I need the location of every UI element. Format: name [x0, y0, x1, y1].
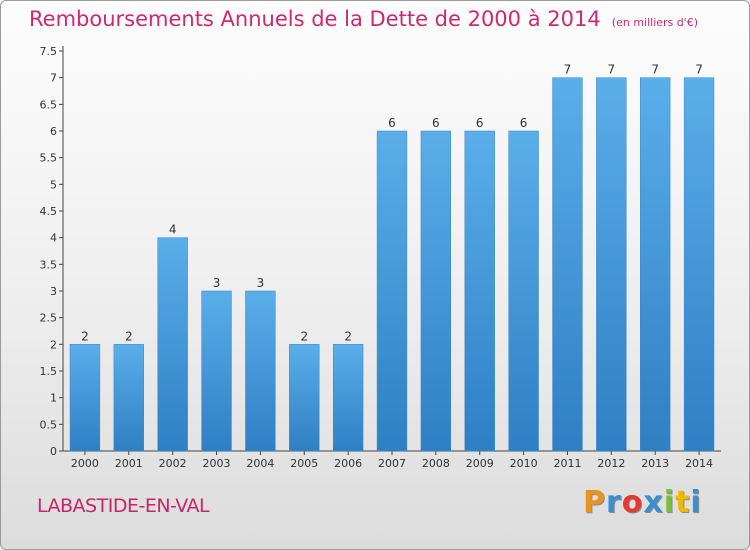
chart-title-main: Remboursements Annuels de la Dette de 20…	[29, 7, 601, 31]
y-tick-label: 6.5	[40, 98, 58, 111]
x-tick-label: 2005	[290, 457, 318, 470]
logo-letter: i	[690, 485, 702, 520]
bar	[69, 344, 101, 452]
y-tick-label: 5.5	[40, 152, 58, 165]
y-tick-label: 0	[50, 445, 57, 458]
x-tick-label: 2011	[553, 457, 581, 470]
bar	[245, 290, 276, 452]
bar-value-label: 7	[564, 63, 572, 77]
chart-title: Remboursements Annuels de la Dette de 20…	[29, 7, 698, 31]
place-name: LABASTIDE-EN-VAL	[37, 495, 210, 517]
bar-value-label: 7	[608, 63, 616, 77]
y-tick-label: 7	[50, 72, 57, 85]
bar-value-label: 3	[257, 276, 265, 290]
y-tick-label: 0.5	[40, 418, 58, 431]
y-tick-label: 6	[50, 125, 57, 138]
proxiti-logo: Proxiti	[583, 485, 702, 520]
bar	[596, 77, 627, 452]
x-tick-label: 2000	[71, 457, 99, 470]
bar-value-label: 2	[81, 329, 89, 343]
y-tick-label: 3.5	[40, 258, 58, 271]
bar	[464, 130, 495, 452]
bar-value-label: 7	[651, 63, 659, 77]
x-tick-label: 2012	[597, 457, 625, 470]
logo-letter: o	[621, 485, 644, 520]
x-axis: 2000 2001 2002 2003 2004 2005 2006 2007 2008 2009…	[63, 450, 721, 470]
bar-value-label: 6	[476, 116, 484, 130]
bar-value-label: 3	[213, 276, 221, 290]
bar-value-label: 2	[125, 329, 133, 343]
bar-value-label: 2	[344, 329, 352, 343]
x-tick-label: 2003	[203, 457, 231, 470]
x-tick-label: 2006	[334, 457, 362, 470]
logo-letter: r	[606, 485, 622, 520]
bar	[420, 130, 452, 452]
x-tick-label: 2008	[422, 457, 450, 470]
x-tick-label: 2002	[159, 457, 187, 470]
bar-value-label: 6	[432, 116, 440, 130]
x-tick-label: 2009	[466, 457, 494, 470]
logo-letter: x	[643, 485, 664, 520]
y-tick-label: 2.5	[40, 312, 58, 325]
bar	[201, 290, 232, 452]
x-tick-label: 2007	[378, 457, 406, 470]
bar	[157, 237, 188, 452]
bar	[113, 344, 144, 452]
bar-value-label: 6	[388, 116, 396, 130]
bar	[683, 77, 715, 452]
x-tick-label: 2004	[246, 457, 274, 470]
y-tick-label: 7.5	[40, 45, 58, 58]
chart-title-unit: (en milliers d'€)	[611, 16, 699, 29]
bar-value-label: 2	[300, 329, 308, 343]
y-tick-label: 3	[50, 285, 57, 298]
bar	[376, 130, 408, 452]
x-tick-label: 2014	[685, 457, 713, 470]
bar-value-label: 4	[169, 223, 177, 237]
y-tick-label: 5	[50, 178, 57, 191]
bar-value-label: 7	[695, 63, 703, 77]
bar	[552, 77, 583, 452]
x-tick-label: 2013	[641, 457, 669, 470]
bars: 2 2 4 3 3 2 2 6 6 6 6 7 7 7 7	[69, 63, 715, 452]
bar	[289, 344, 320, 452]
y-tick-label: 1	[50, 392, 57, 405]
x-tick-label: 2001	[115, 457, 143, 470]
bar	[332, 344, 364, 452]
bar	[640, 77, 671, 452]
logo-letter: t	[675, 485, 691, 520]
logo-letter: i	[663, 485, 676, 520]
y-tick-label: 4.5	[40, 205, 58, 218]
x-tick-label: 2010	[510, 457, 538, 470]
y-tick-label: 1.5	[40, 365, 58, 378]
bar-value-label: 6	[520, 116, 528, 130]
y-axis: 0 0.5 1 1.5 2 2.5 3 3.5 4 4.5 5 5.5 6 6.5 7 7.5	[40, 45, 64, 458]
y-tick-label: 4	[50, 232, 57, 245]
y-tick-label: 2	[50, 338, 57, 351]
logo-letter: P	[583, 485, 606, 520]
bar	[508, 130, 539, 452]
